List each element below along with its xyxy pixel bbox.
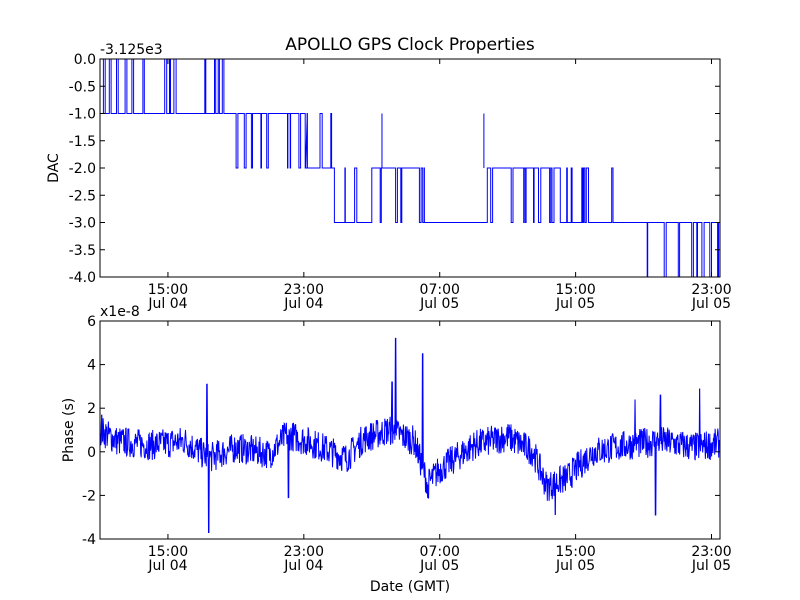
0-x-tick-time: 07:00 — [420, 282, 460, 298]
0-x-tick-time: 23:00 — [284, 282, 324, 298]
1-y-tick-label: -2 — [82, 488, 96, 504]
phase-axes-frame — [99, 320, 721, 540]
dac-series-line — [100, 58, 720, 278]
0-x-tick-time: 15:00 — [148, 282, 188, 298]
dac-y-axis-label: DAC — [46, 153, 62, 183]
dac-offset-label: -3.125e3 — [100, 42, 163, 58]
0-x-tick-date: Jul 04 — [147, 296, 187, 312]
phase-offset-label: x1e-8 — [100, 304, 140, 320]
0-y-tick-label: -2.5 — [69, 188, 96, 204]
0-y-tick-label: -4.0 — [69, 270, 96, 286]
1-x-tick-time: 23:00 — [284, 544, 324, 560]
0-y-tick-label: -2.0 — [69, 161, 96, 177]
0-y-tick-label: -1.0 — [69, 107, 96, 123]
1-y-tick-label: 6 — [87, 314, 96, 330]
0-x-tick-time: 15:00 — [555, 282, 595, 298]
0-y-tick-label: -1.5 — [69, 134, 96, 150]
0-y-tick-label: -3.0 — [69, 216, 96, 232]
0-x-tick-time: 23:00 — [691, 282, 731, 298]
phase-x-axis-label: Date (GMT) — [370, 579, 450, 595]
phase-series-line — [99, 337, 721, 533]
1-x-tick-time: 15:00 — [148, 544, 188, 560]
1-x-tick-date: Jul 04 — [283, 558, 323, 574]
0-y-tick-label: 0.0 — [74, 52, 96, 68]
1-x-tick-time: 07:00 — [420, 544, 460, 560]
0-y-tick-label: -3.5 — [69, 243, 96, 259]
1-x-tick-date: Jul 05 — [555, 558, 595, 574]
0-x-tick-date: Jul 05 — [691, 296, 731, 312]
figure-title: APOLLO GPS Clock Properties — [285, 35, 535, 55]
1-y-tick-label: 2 — [87, 401, 96, 417]
0-x-tick-date: Jul 04 — [283, 296, 323, 312]
0-y-tick-label: -0.5 — [69, 79, 96, 95]
1-x-tick-time: 15:00 — [555, 544, 595, 560]
1-y-tick-label: 0 — [87, 445, 96, 461]
1-y-tick-label: 4 — [87, 358, 96, 374]
phase-y-axis-label: Phase (s) — [61, 398, 77, 462]
0-x-tick-date: Jul 05 — [419, 296, 459, 312]
1-x-tick-date: Jul 05 — [419, 558, 459, 574]
1-x-tick-date: Jul 04 — [147, 558, 187, 574]
1-y-tick-label: -4 — [82, 532, 96, 548]
1-x-tick-date: Jul 05 — [691, 558, 731, 574]
0-x-tick-date: Jul 05 — [555, 296, 595, 312]
1-x-tick-time: 23:00 — [691, 544, 731, 560]
